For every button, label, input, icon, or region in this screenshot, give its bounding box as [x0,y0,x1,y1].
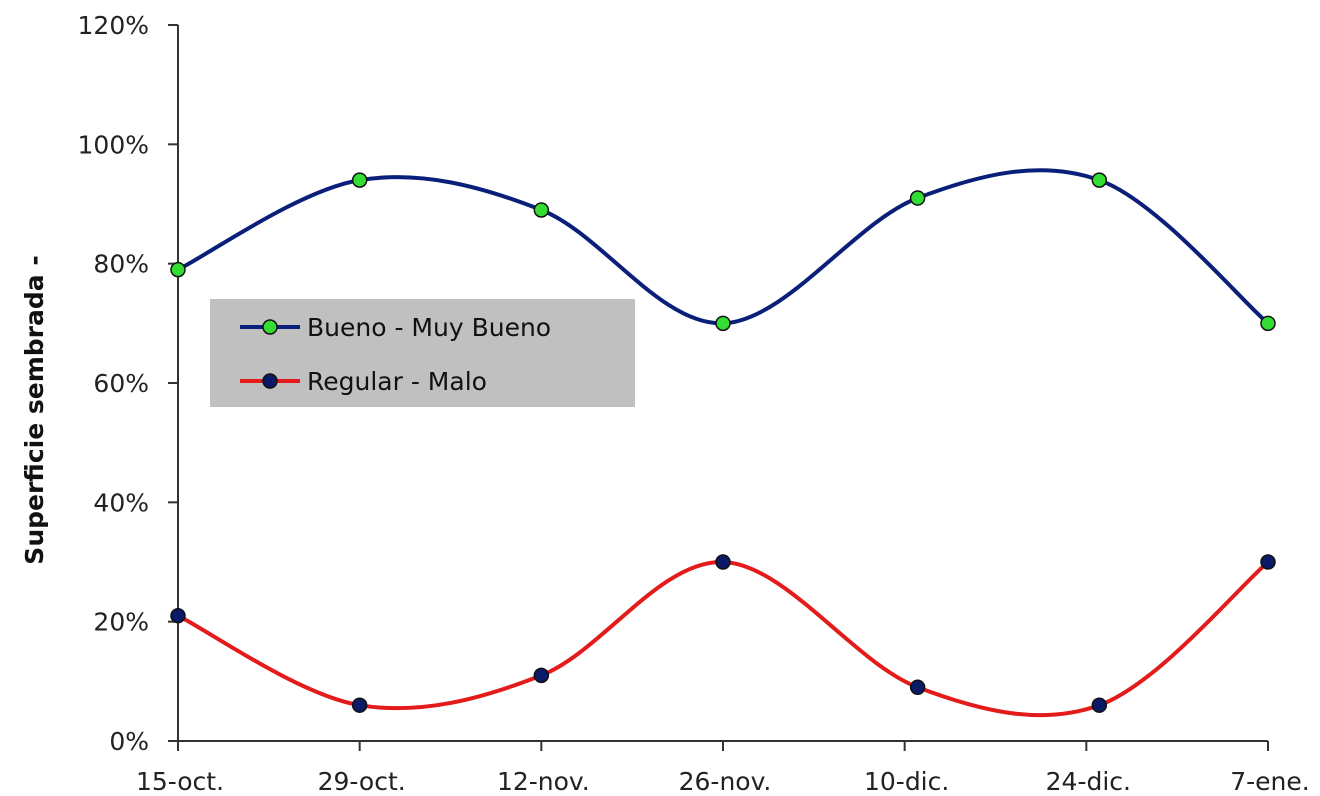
y-tick-label: 20% [93,608,149,637]
x-tick-label: 7-ene. [1230,767,1309,796]
y-tick-label: 120% [78,11,149,40]
x-tick-label: 15-oct. [136,767,224,796]
y-tick-label: 40% [93,488,149,517]
data-point [1260,315,1276,332]
x-tick-label: 12-nov. [497,767,590,796]
data-point [715,315,731,332]
data-point [715,554,731,570]
legend-label-0: Bueno - Muy Bueno [307,313,551,342]
x-tick-label: 29-oct. [318,767,406,796]
y-tick-label: 60% [93,369,149,398]
data-point [533,667,550,684]
data-point [351,172,368,188]
series-layer [170,168,1276,718]
y-tick-label: 0% [109,727,149,756]
data-point [1260,554,1276,570]
x-tick-label: 24-dic. [1046,767,1131,796]
data-point [533,202,550,218]
data-point [1091,697,1108,713]
series-line-1 [177,559,1270,718]
legend-marker-1 [262,373,278,389]
data-point [1091,172,1108,188]
y-ticks: 0% 20% 40% 60% 80% 100% 120% [78,11,178,756]
data-point [351,697,368,713]
y-tick-label: 100% [78,130,149,159]
y-axis-label: Superficie sembrada - [20,255,49,564]
legend-marker-0 [262,319,278,335]
y-tick-label: 80% [93,250,149,279]
data-point [909,679,926,696]
x-tick-label: 10-dic. [864,767,949,796]
legend: Bueno - Muy Bueno Regular - Malo [210,299,635,407]
x-ticks: 15-oct. 29-oct. 12-nov. 26-nov. 10-dic. 24-di… [136,741,1310,796]
legend-label-1: Regular - Malo [307,367,487,396]
data-point [170,261,186,278]
legend-box [210,299,635,407]
x-tick-label: 26-nov. [679,767,772,796]
data-point [909,190,926,206]
data-point [170,607,186,624]
